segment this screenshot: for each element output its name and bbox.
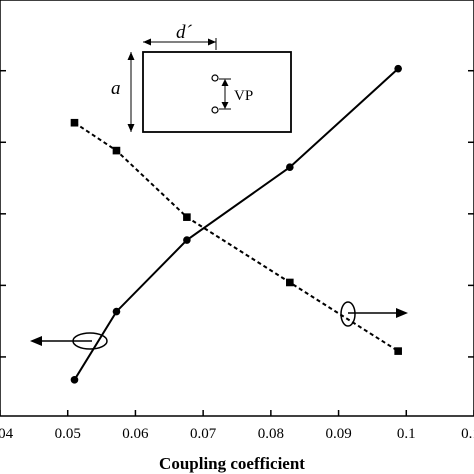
inset-width-label: d´ <box>176 22 193 43</box>
inset-height-label: a <box>111 78 121 99</box>
series-group <box>70 64 402 384</box>
plot-frame <box>0 0 474 417</box>
data-point-circle <box>112 307 121 316</box>
right-axis-indicator <box>340 301 408 327</box>
via-point-bottom-icon <box>211 106 219 114</box>
left-axis-indicator <box>30 332 108 350</box>
data-point-circle <box>286 163 294 172</box>
x-tick-label: 0.06 <box>122 426 149 442</box>
data-point-circle <box>394 64 402 73</box>
x-tick-label: 0.04 <box>0 426 14 442</box>
right-arrow-icon <box>396 308 408 318</box>
via-point-top-icon <box>211 74 219 82</box>
data-point-square <box>394 347 402 355</box>
width-arrow-right-icon <box>208 38 216 46</box>
x-tick-label: 0.08 <box>258 426 284 442</box>
data-point-circle <box>70 376 79 384</box>
right-indicator-ellipse <box>340 301 356 327</box>
inset-rectangle <box>142 51 292 133</box>
x-tick-label: 0.11 <box>461 426 474 442</box>
vp-arrow-up-icon <box>221 79 229 86</box>
data-point-circle <box>183 236 191 244</box>
x-tick-label: 0.05 <box>55 426 81 442</box>
data-point-square <box>183 213 191 221</box>
x-tick-label: 0.07 <box>190 426 217 442</box>
width-arrow-left-icon <box>143 38 151 46</box>
x-tick-labels: 0.04 0.05 0.06 0.07 0.08 0.09 0.1 0.11 <box>0 426 474 442</box>
data-point-square <box>112 146 121 155</box>
data-point-square <box>286 278 294 287</box>
left-indicator-ellipse <box>72 332 108 350</box>
series-line-right <box>73 121 399 352</box>
x-tick-label: 0.1 <box>397 426 416 442</box>
left-arrow-icon <box>30 336 42 346</box>
height-arrow-up-icon <box>127 52 135 60</box>
inset-diagram: d´ a VP <box>111 22 292 133</box>
axis-ticks <box>0 69 474 416</box>
vp-arrow-down-icon <box>221 102 229 109</box>
inset-vp-label: VP <box>234 88 253 104</box>
data-point-square <box>70 118 79 127</box>
height-arrow-down-icon <box>127 124 135 132</box>
x-axis-title: Coupling coefficient <box>159 454 305 473</box>
x-tick-label: 0.09 <box>325 426 351 442</box>
